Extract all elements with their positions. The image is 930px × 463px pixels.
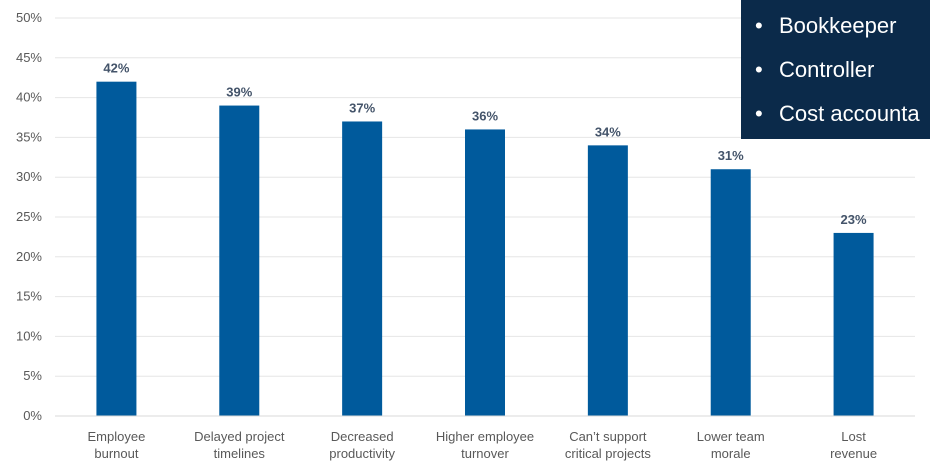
- y-tick-label: 25%: [16, 209, 42, 224]
- y-tick-label: 15%: [16, 289, 42, 304]
- bullet-item: • Cost accounta: [755, 101, 920, 127]
- bullet-icon: •: [755, 13, 763, 38]
- data-labels: 42% 39% 37% 36% 34% 31% 23%: [103, 61, 867, 227]
- category-label-line: timelines: [214, 446, 266, 461]
- bar: [96, 81, 137, 417]
- category-label-line: critical projects: [565, 446, 651, 461]
- bullet-icon: •: [755, 57, 763, 82]
- category-label-line: Can’t support: [569, 429, 647, 444]
- category-label: Higher employee turnover: [436, 429, 534, 461]
- category-label-line: Decreased: [331, 429, 394, 444]
- category-label: Lost revenue: [830, 429, 877, 461]
- category-label: Delayed project timelines: [194, 429, 285, 461]
- bullet-icon: •: [755, 101, 763, 126]
- bar: [219, 105, 260, 416]
- bar: [710, 169, 751, 416]
- y-tick-label: 0%: [23, 408, 42, 423]
- category-label: Decreased productivity: [329, 429, 395, 461]
- y-tick-label: 30%: [16, 169, 42, 184]
- y-tick-label: 45%: [16, 50, 42, 65]
- data-label: 23%: [841, 212, 867, 227]
- category-label-line: revenue: [830, 446, 877, 461]
- data-label: 31%: [718, 148, 744, 163]
- y-tick-label: 35%: [16, 129, 42, 144]
- category-label-line: Higher employee: [436, 429, 534, 444]
- y-axis-ticks: 0% 5% 10% 15% 20% 25% 30% 35% 40% 45% 50%: [16, 10, 42, 423]
- category-label: Lower team morale: [697, 429, 765, 461]
- data-label: 39%: [226, 85, 252, 100]
- bar: [465, 129, 505, 416]
- bullet-item-label: Bookkeeper: [779, 13, 897, 38]
- bar: [833, 232, 874, 416]
- category-label-line: turnover: [461, 446, 509, 461]
- category-label-line: morale: [711, 446, 751, 461]
- y-tick-label: 5%: [23, 368, 42, 383]
- data-label: 37%: [349, 100, 375, 115]
- bullet-item: • Controller: [755, 57, 874, 83]
- category-label-line: Lower team: [697, 429, 765, 444]
- category-label: Can’t support critical projects: [565, 429, 651, 461]
- y-tick-label: 10%: [16, 328, 42, 343]
- category-label-line: burnout: [94, 446, 138, 461]
- y-tick-label: 20%: [16, 249, 42, 264]
- data-label: 36%: [472, 108, 498, 123]
- bullet-list-overlay: • Bookkeeper • Controller • Cost accounta: [741, 0, 930, 139]
- category-label-line: Employee: [88, 429, 146, 444]
- bullet-item-label: Cost accounta: [779, 101, 920, 126]
- data-label: 42%: [103, 61, 129, 76]
- category-label-line: Delayed project: [194, 429, 285, 444]
- category-label: Employee burnout: [88, 429, 146, 461]
- category-label-line: productivity: [329, 446, 395, 461]
- bullet-item-label: Controller: [779, 57, 875, 82]
- y-tick-label: 40%: [16, 90, 42, 105]
- bar: [342, 121, 383, 416]
- bullet-item: • Bookkeeper: [755, 13, 896, 39]
- category-label-line: Lost: [841, 429, 866, 444]
- bar: [587, 145, 628, 417]
- bars: [96, 81, 874, 417]
- data-label: 34%: [595, 124, 621, 139]
- y-tick-label: 50%: [16, 10, 42, 25]
